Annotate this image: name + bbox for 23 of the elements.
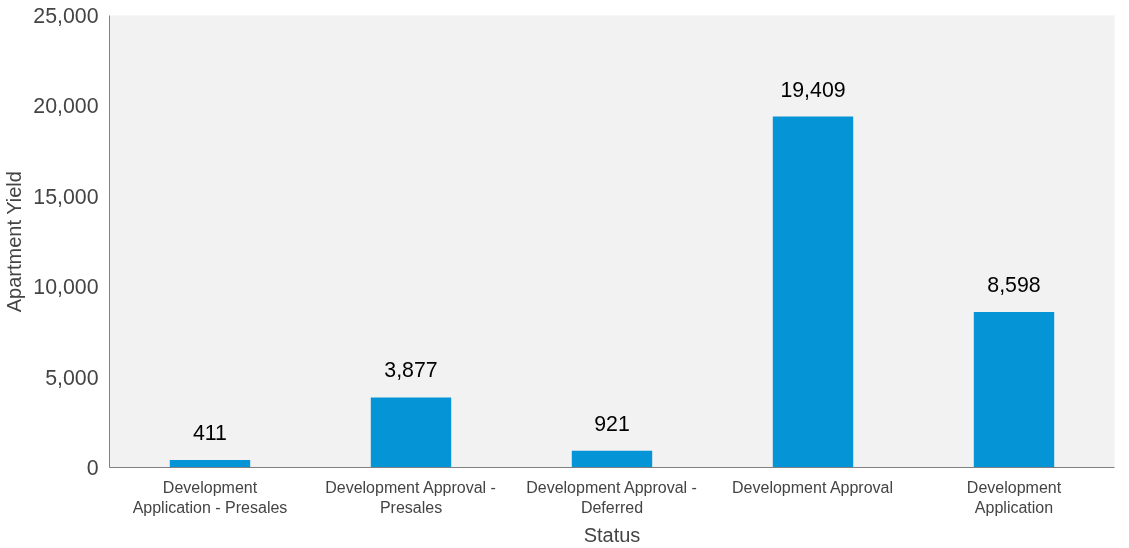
y-tick-label: 20,000 [33,94,99,119]
y-tick-label: 15,000 [33,184,99,209]
data-label: 3,877 [384,358,438,383]
y-tick-label: 0 [86,456,99,480]
x-tick-label: Development Application - Presales [132,478,288,516]
data-label: 921 [594,411,630,436]
data-label: 411 [193,421,228,446]
data-label: 19,409 [780,77,846,102]
y-axis-title: Apartment Yield [3,171,26,313]
bar [169,460,251,468]
x-tick-label: Development Approval - Presales [325,478,496,516]
y-tick-label: 5,000 [45,365,99,390]
x-tick-label: Development Approval - Deferred [526,478,697,516]
bar [571,450,653,468]
bar [772,116,854,468]
x-tick-label: Development Application [966,478,1062,516]
y-tick-label: 10,000 [33,275,99,300]
x-tick-label: Development Approval [732,478,894,496]
bar [973,312,1055,468]
y-tick-label: 25,000 [33,4,99,28]
data-label: 8,598 [987,273,1041,298]
bar [370,397,452,468]
x-axis-title: Status [583,523,641,546]
